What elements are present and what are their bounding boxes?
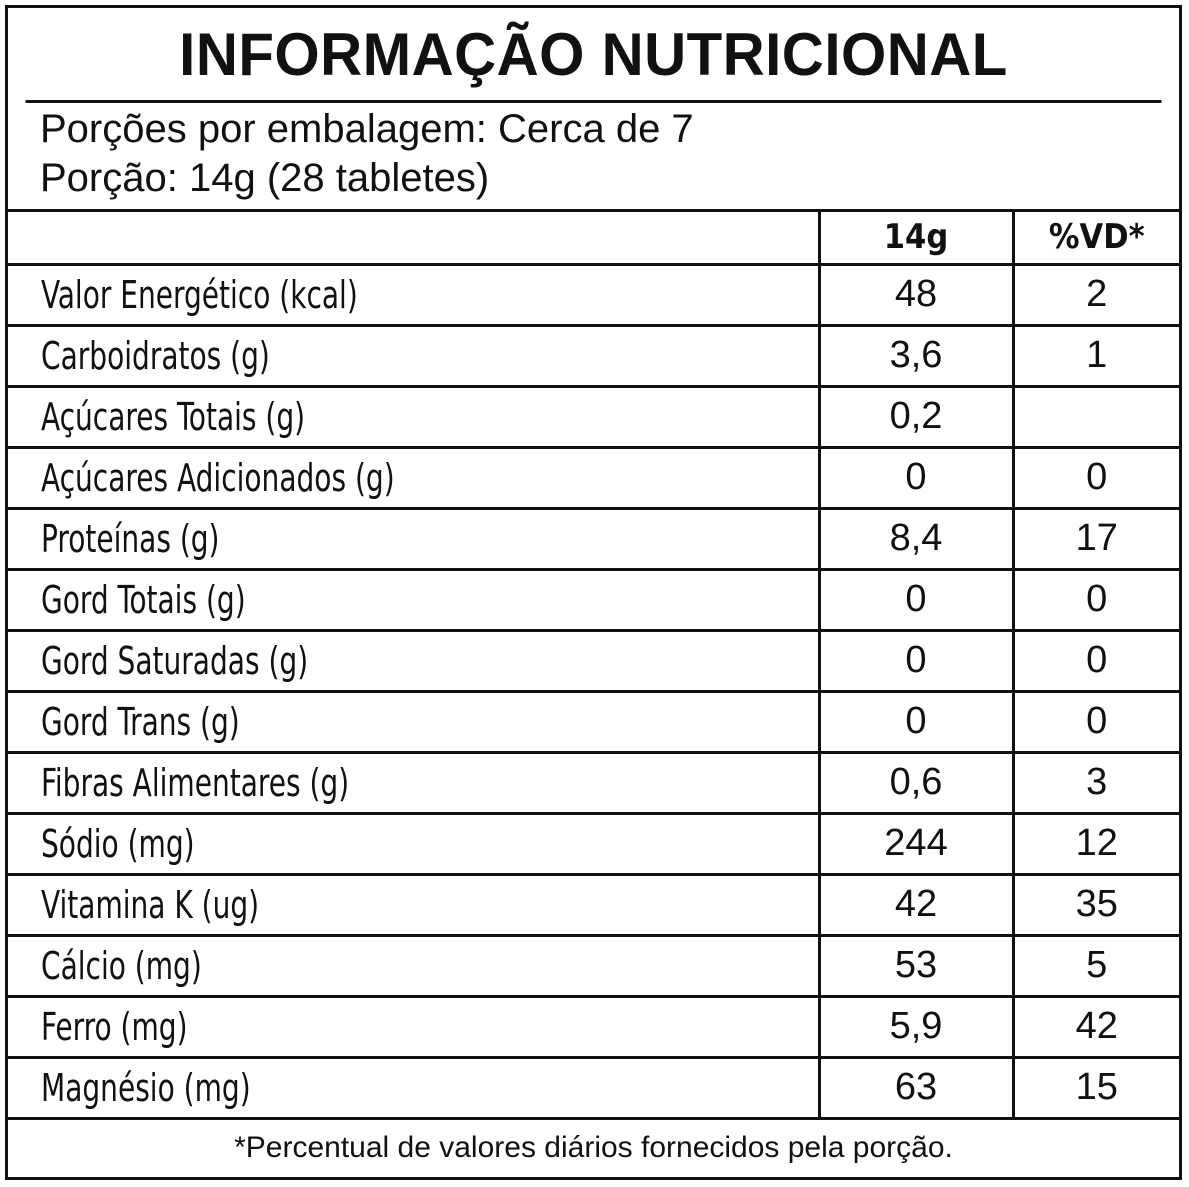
nutrient-name: Açúcares Totais (g) bbox=[8, 386, 819, 449]
nutrient-amount: 0 bbox=[817, 447, 1013, 510]
nutrient-name: Valor Energético (kcal) bbox=[8, 264, 819, 327]
nutrient-name-text: Açúcares Totais (g) bbox=[41, 394, 306, 439]
nutrient-amount: 0,6 bbox=[817, 752, 1013, 815]
table-row: Carboidratos (g) 3,6 1 bbox=[8, 325, 1179, 388]
table-body: Valor Energético (kcal) 48 2 Carboidratos (… bbox=[8, 264, 1179, 1120]
nutrient-daily-value: 0 bbox=[1011, 630, 1179, 693]
nutrient-amount: 0,2 bbox=[817, 386, 1013, 449]
table-row: Proteínas (g) 8,4 17 bbox=[8, 508, 1179, 571]
table-row: Açúcares Adicionados (g) 0 0 bbox=[8, 447, 1179, 510]
table-row: Cálcio (mg) 53 5 bbox=[8, 935, 1179, 998]
nutrient-daily-value: 2 bbox=[1011, 264, 1179, 327]
table-header-row: 14g %VD* bbox=[8, 212, 1179, 266]
nutrient-amount: 0 bbox=[817, 569, 1013, 632]
nutrient-name-text: Gord Totais (g) bbox=[41, 577, 246, 622]
nutrient-name-text: Fibras Alimentares (g) bbox=[41, 760, 350, 805]
table-row: Gord Totais (g) 0 0 bbox=[8, 569, 1179, 632]
table-row: Fibras Alimentares (g) 0,6 3 bbox=[8, 752, 1179, 815]
nutrient-daily-value: 1 bbox=[1011, 325, 1179, 388]
nutrient-name: Gord Totais (g) bbox=[8, 569, 819, 632]
nutrient-daily-value: 12 bbox=[1011, 813, 1179, 876]
nutrient-name: Ferro (mg) bbox=[8, 996, 819, 1059]
header-amount: 14g bbox=[817, 212, 1013, 266]
nutrient-amount: 0 bbox=[817, 691, 1013, 754]
nutrient-name-text: Proteínas (g) bbox=[41, 516, 220, 561]
nutrient-daily-value: 5 bbox=[1011, 935, 1179, 998]
table-row: Gord Trans (g) 0 0 bbox=[8, 691, 1179, 754]
nutrient-amount: 244 bbox=[817, 813, 1013, 876]
nutrient-daily-value: 3 bbox=[1011, 752, 1179, 815]
nutrient-amount: 63 bbox=[817, 1057, 1013, 1120]
nutrient-name-text: Valor Energético (kcal) bbox=[41, 272, 358, 317]
serving-info: Porções por embalagem: Cerca de 7 Porção… bbox=[8, 103, 1179, 212]
nutrient-amount: 42 bbox=[817, 874, 1013, 937]
nutrient-name-text: Vitamina K (ug) bbox=[41, 882, 260, 927]
nutrient-daily-value: 15 bbox=[1011, 1057, 1179, 1120]
label-title: INFORMAÇÃO NUTRICIONAL bbox=[25, 8, 1162, 103]
nutrient-daily-value: 0 bbox=[1011, 569, 1179, 632]
nutrient-daily-value: 0 bbox=[1011, 691, 1179, 754]
nutrient-name-text: Açúcares Adicionados (g) bbox=[41, 455, 395, 500]
table-row: Gord Saturadas (g) 0 0 bbox=[8, 630, 1179, 693]
nutrient-daily-value: 42 bbox=[1011, 996, 1179, 1059]
nutrient-amount: 53 bbox=[817, 935, 1013, 998]
nutrient-name: Magnésio (mg) bbox=[8, 1057, 819, 1120]
table-row: Açúcares Totais (g) 0,2 bbox=[8, 386, 1179, 449]
table-row: Valor Energético (kcal) 48 2 bbox=[8, 264, 1179, 327]
nutrient-amount: 5,9 bbox=[817, 996, 1013, 1059]
table-row: Magnésio (mg) 63 15 bbox=[8, 1057, 1179, 1120]
nutrient-name: Vitamina K (ug) bbox=[8, 874, 819, 937]
portion-size: Porção: 14g (28 tabletes) bbox=[40, 156, 490, 200]
nutrient-name-text: Ferro (mg) bbox=[41, 1004, 188, 1049]
nutrient-name-text: Gord Trans (g) bbox=[41, 699, 240, 744]
nutrient-name: Proteínas (g) bbox=[8, 508, 819, 571]
header-daily-value: %VD* bbox=[1011, 212, 1179, 266]
nutrient-daily-value bbox=[1011, 386, 1179, 449]
table-row: Vitamina K (ug) 42 35 bbox=[8, 874, 1179, 937]
nutrient-name: Carboidratos (g) bbox=[8, 325, 819, 388]
nutrition-facts-label: INFORMAÇÃO NUTRICIONAL Porções por embal… bbox=[5, 5, 1182, 1180]
nutrient-name: Açúcares Adicionados (g) bbox=[8, 447, 819, 510]
nutrient-name-text: Gord Saturadas (g) bbox=[41, 638, 309, 683]
nutrient-daily-value: 35 bbox=[1011, 874, 1179, 937]
nutrient-name-text: Carboidratos (g) bbox=[41, 333, 270, 378]
nutrient-amount: 8,4 bbox=[817, 508, 1013, 571]
nutrient-daily-value: 17 bbox=[1011, 508, 1179, 571]
nutrient-name: Cálcio (mg) bbox=[8, 935, 819, 998]
table-row: Ferro (mg) 5,9 42 bbox=[8, 996, 1179, 1059]
nutrient-daily-value: 0 bbox=[1011, 447, 1179, 510]
nutrient-name-text: Magnésio (mg) bbox=[41, 1065, 251, 1110]
nutrition-table: 14g %VD* Valor Energético (kcal) 48 2 Carbo… bbox=[8, 212, 1179, 1120]
header-name bbox=[8, 212, 819, 266]
footnote: *Percentual de valores diários fornecido… bbox=[234, 1130, 953, 1164]
nutrient-name-text: Cálcio (mg) bbox=[41, 943, 202, 988]
table-row: Sódio (mg) 244 12 bbox=[8, 813, 1179, 876]
nutrient-amount: 48 bbox=[817, 264, 1013, 327]
nutrient-name: Sódio (mg) bbox=[8, 813, 819, 876]
nutrient-amount: 3,6 bbox=[817, 325, 1013, 388]
nutrient-name: Fibras Alimentares (g) bbox=[8, 752, 819, 815]
nutrient-name-text: Sódio (mg) bbox=[41, 821, 195, 866]
nutrient-amount: 0 bbox=[817, 630, 1013, 693]
servings-per-package: Porções por embalagem: Cerca de 7 bbox=[40, 107, 694, 151]
nutrient-name: Gord Trans (g) bbox=[8, 691, 819, 754]
nutrient-name: Gord Saturadas (g) bbox=[8, 630, 819, 693]
